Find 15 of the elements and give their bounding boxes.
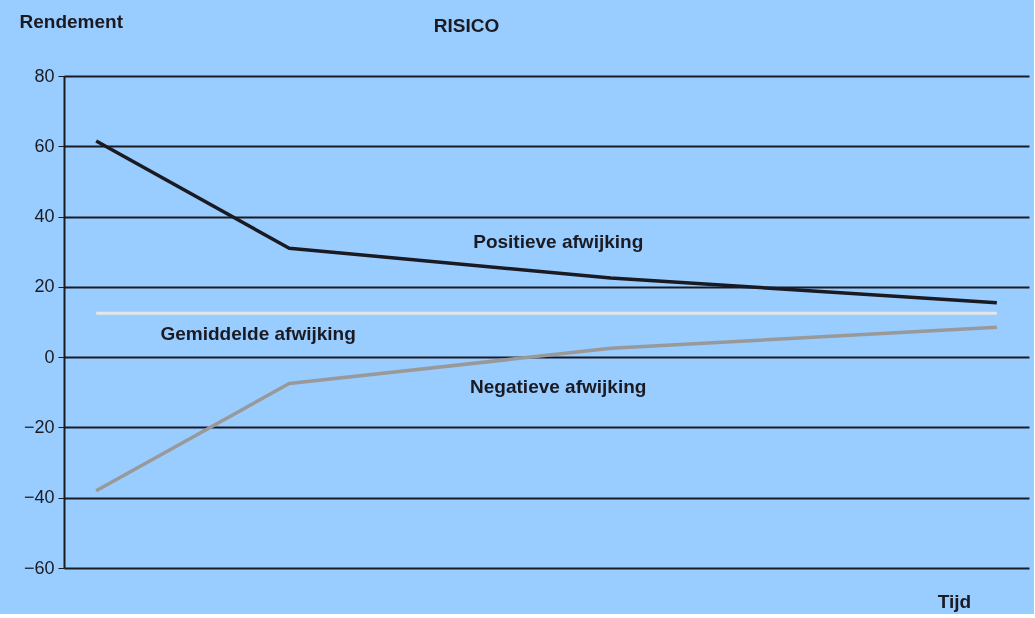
y-tick-label: −40 <box>23 487 55 508</box>
x-axis-title: Tijd <box>937 590 972 612</box>
y-tick-label: 20 <box>34 276 55 297</box>
series-label: Positieve afwijking <box>473 231 644 253</box>
y-axis-title: Rendement <box>19 10 124 32</box>
ref-line-label: Gemiddelde afwijking <box>160 323 356 345</box>
y-tick-label: −60 <box>23 557 55 578</box>
y-tick-label: 40 <box>34 206 55 227</box>
y-tick-label: −20 <box>23 416 55 437</box>
line-series <box>94 325 999 493</box>
y-tick-label: 80 <box>34 65 55 86</box>
y-tick-label: 60 <box>34 135 55 156</box>
y-tick-label: 0 <box>44 346 55 367</box>
chart-title: RISICO <box>433 15 500 36</box>
series-label: Negatieve afwijking <box>470 376 647 398</box>
